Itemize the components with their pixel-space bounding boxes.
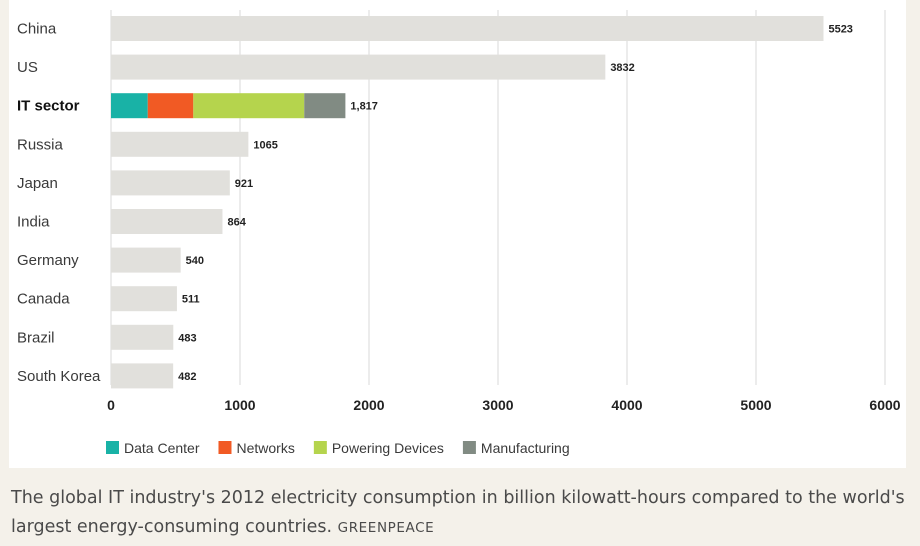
category-label-canada: Canada — [17, 291, 70, 308]
bar-segment-manufacturing — [304, 93, 346, 119]
bar-brazil — [111, 324, 174, 350]
category-label-it-sector: IT sector — [17, 98, 80, 115]
bar-india — [111, 209, 223, 234]
bar-us — [111, 54, 606, 80]
category-label-india: India — [17, 214, 50, 231]
value-label-russia: 1065 — [253, 139, 277, 151]
value-label-brazil: 483 — [178, 332, 196, 344]
category-label-us: US — [17, 59, 38, 76]
bar-segment-networks — [147, 93, 194, 119]
bar-germany — [111, 247, 181, 273]
value-label-india: 864 — [227, 217, 246, 229]
figure-caption: The global IT industry's 2012 electricit… — [11, 484, 911, 543]
x-tick-label-3000: 3000 — [482, 397, 513, 413]
bar-china — [111, 16, 824, 41]
category-label-russia: Russia — [17, 136, 64, 153]
bar-segment-data-center — [111, 93, 148, 119]
legend-swatch-networks — [218, 441, 232, 454]
value-label-it-sector: 1,817 — [350, 101, 378, 113]
x-tick-label-0: 0 — [107, 397, 115, 413]
legend-label-powering-devices: Powering Devices — [332, 440, 444, 456]
legend-swatch-data-center — [106, 441, 119, 454]
bar-japan — [111, 170, 230, 196]
x-tick-label-1000: 1000 — [224, 397, 255, 413]
x-tick-label-2000: 2000 — [353, 397, 384, 413]
chart-panel: 0 1000 2000 3000 4000 5000 6000 China 5523 US 3832… — [9, 0, 906, 468]
legend-swatch-powering-devices — [313, 441, 327, 454]
legend-swatch-manufacturing — [462, 441, 476, 454]
value-label-south-korea: 482 — [178, 371, 196, 383]
value-label-canada: 511 — [182, 294, 200, 306]
value-label-germany: 540 — [186, 255, 204, 267]
bar-russia — [111, 131, 249, 157]
bar-south-korea — [111, 363, 174, 389]
bar-chart: 0 1000 2000 3000 4000 5000 6000 China 5523 US 3832… — [17, 10, 901, 456]
value-label-us: 3832 — [610, 62, 634, 74]
category-label-south-korea: South Korea — [17, 368, 101, 385]
category-label-brazil: Brazil — [17, 329, 55, 346]
category-label-china: China — [17, 21, 57, 38]
value-label-china: 5523 — [828, 24, 852, 36]
legend-label-data-center: Data Center — [124, 440, 200, 456]
legend-label-networks: Networks — [236, 440, 294, 456]
bar-segment-powering-devices — [193, 93, 305, 119]
value-label-japan: 921 — [235, 178, 253, 190]
x-tick-label-5000: 5000 — [740, 397, 771, 413]
category-label-germany: Germany — [17, 252, 79, 269]
legend-label-manufacturing: Manufacturing — [481, 440, 570, 456]
x-tick-label-4000: 4000 — [611, 397, 642, 413]
x-tick-label-6000: 6000 — [869, 397, 900, 413]
caption-text: The global IT industry's 2012 electricit… — [11, 488, 905, 537]
caption-credit: GREENPEACE — [337, 520, 435, 536]
category-label-japan: Japan — [17, 175, 58, 192]
bar-canada — [111, 286, 177, 312]
